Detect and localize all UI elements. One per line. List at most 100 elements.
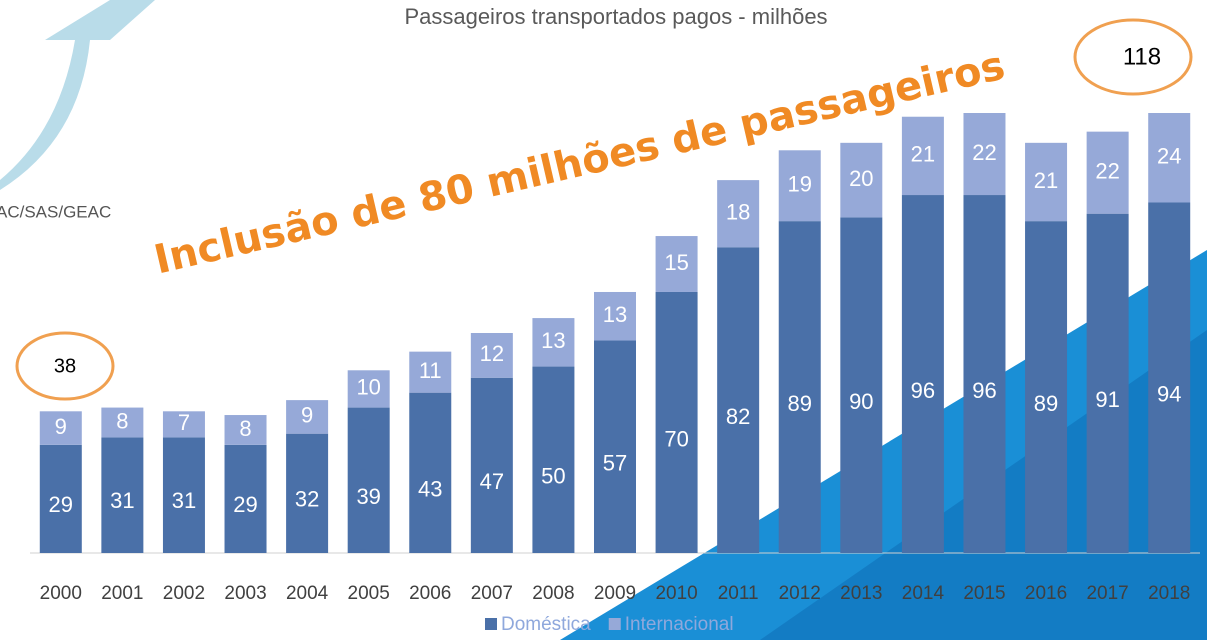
value-label: 50 (541, 464, 565, 489)
bar-segment (840, 142, 883, 218)
value-label: 8 (116, 408, 128, 433)
value-label: 22 (972, 140, 996, 165)
legend-swatch (608, 618, 621, 630)
bar-segment (347, 370, 390, 408)
value-label: 94 (1157, 382, 1181, 407)
legend-label: Doméstica (501, 614, 591, 635)
value-label: 31 (110, 488, 134, 513)
x-tick-label: 2013 (840, 583, 882, 604)
annotation: 38 (54, 355, 76, 377)
value-label: 90 (849, 389, 873, 414)
x-tick-label: 2016 (1025, 583, 1067, 604)
bar-segment (717, 247, 760, 553)
x-tick-label: 2017 (1086, 583, 1128, 604)
x-tick-label: 2001 (101, 583, 143, 604)
x-tick-label: 2002 (163, 583, 205, 604)
x-tick-label: 2009 (594, 583, 636, 604)
bar-segment (1148, 113, 1191, 203)
value-label: 89 (787, 391, 811, 416)
value-label: 11 (419, 358, 442, 383)
value-label: 9 (301, 403, 313, 428)
bar-segment (1148, 202, 1191, 554)
x-tick-label: 2015 (963, 583, 1005, 604)
source-text: AC/SAS/GEAC (0, 202, 111, 221)
value-label: 18 (726, 199, 750, 224)
value-label: 21 (911, 142, 935, 167)
value-label: 91 (1095, 387, 1119, 412)
bar-segment (39, 444, 82, 553)
x-tick-label: 2006 (409, 583, 451, 604)
bar-segment (409, 351, 452, 393)
bar-segment (532, 318, 575, 367)
value-label: 13 (603, 302, 627, 327)
bar-segment (901, 195, 944, 553)
bar-segment (901, 116, 944, 196)
bar-segment (963, 195, 1006, 553)
bar-segment (1086, 131, 1129, 214)
value-label: 70 (664, 426, 688, 451)
value-label: 19 (787, 172, 811, 197)
legend-swatch (485, 618, 497, 630)
highlight-circle (1073, 18, 1193, 96)
bar-segment (224, 444, 267, 553)
highlight-circle (15, 331, 115, 401)
bar-segment (1025, 142, 1068, 222)
bar-segment (39, 411, 82, 445)
x-tick-label: 2000 (40, 583, 82, 604)
value-label: 31 (172, 488, 196, 513)
annotation: 118 (1123, 43, 1161, 70)
value-label: 10 (356, 375, 380, 400)
x-tick-label: 2010 (655, 583, 697, 604)
bar-segment (286, 433, 329, 553)
bar-segment (470, 377, 513, 553)
x-tick-label: 2004 (286, 583, 329, 604)
value-label: 20 (849, 166, 873, 191)
bar-segment (224, 415, 267, 445)
legend-label: Internacional (625, 614, 734, 635)
value-label: 43 (418, 477, 442, 502)
bar-segment (347, 407, 390, 553)
bar-segment (717, 180, 760, 248)
bar-segment (162, 411, 205, 438)
value-label: 7 (178, 410, 190, 435)
bar-segment (1025, 221, 1068, 553)
value-label: 8 (239, 416, 251, 441)
bar-segment (1086, 213, 1129, 553)
bar-segment (778, 221, 821, 553)
value-label: 57 (603, 451, 627, 476)
arrow-decoration (0, 0, 155, 190)
bar-segment (162, 437, 205, 553)
x-tick-label: 2011 (718, 583, 759, 604)
x-tick-label: 2008 (532, 583, 574, 604)
bar-segment (594, 340, 636, 553)
bar-segment (963, 113, 1006, 196)
value-label: 32 (295, 486, 319, 511)
x-tick-label: 2005 (348, 583, 390, 604)
value-label: 82 (726, 404, 750, 429)
x-tick-label: 2014 (902, 583, 945, 604)
bar-segment (778, 150, 821, 222)
bar-segment (655, 236, 698, 292)
x-tick-label: 2007 (471, 583, 513, 604)
value-label: 12 (480, 341, 504, 366)
value-label: 96 (972, 378, 996, 403)
value-label: 47 (480, 469, 504, 494)
value-label: 15 (664, 250, 688, 275)
value-label: 22 (1095, 158, 1119, 183)
value-label: 96 (911, 378, 935, 403)
bar-segment (101, 407, 144, 438)
bar-segment (470, 333, 513, 378)
value-label: 89 (1034, 391, 1058, 416)
bar-segment (594, 291, 636, 341)
value-label: 21 (1034, 168, 1058, 193)
bar-segment (840, 217, 883, 553)
x-tick-label: 2003 (224, 583, 266, 604)
value-label: 29 (233, 492, 257, 517)
bar-segment (101, 437, 144, 553)
value-label: 13 (541, 328, 565, 353)
bar-segment (655, 291, 698, 553)
bar-segment (409, 392, 452, 553)
value-label: 24 (1157, 144, 1181, 169)
chart-title: Passageiros transportados pagos - milhõe… (404, 4, 827, 29)
